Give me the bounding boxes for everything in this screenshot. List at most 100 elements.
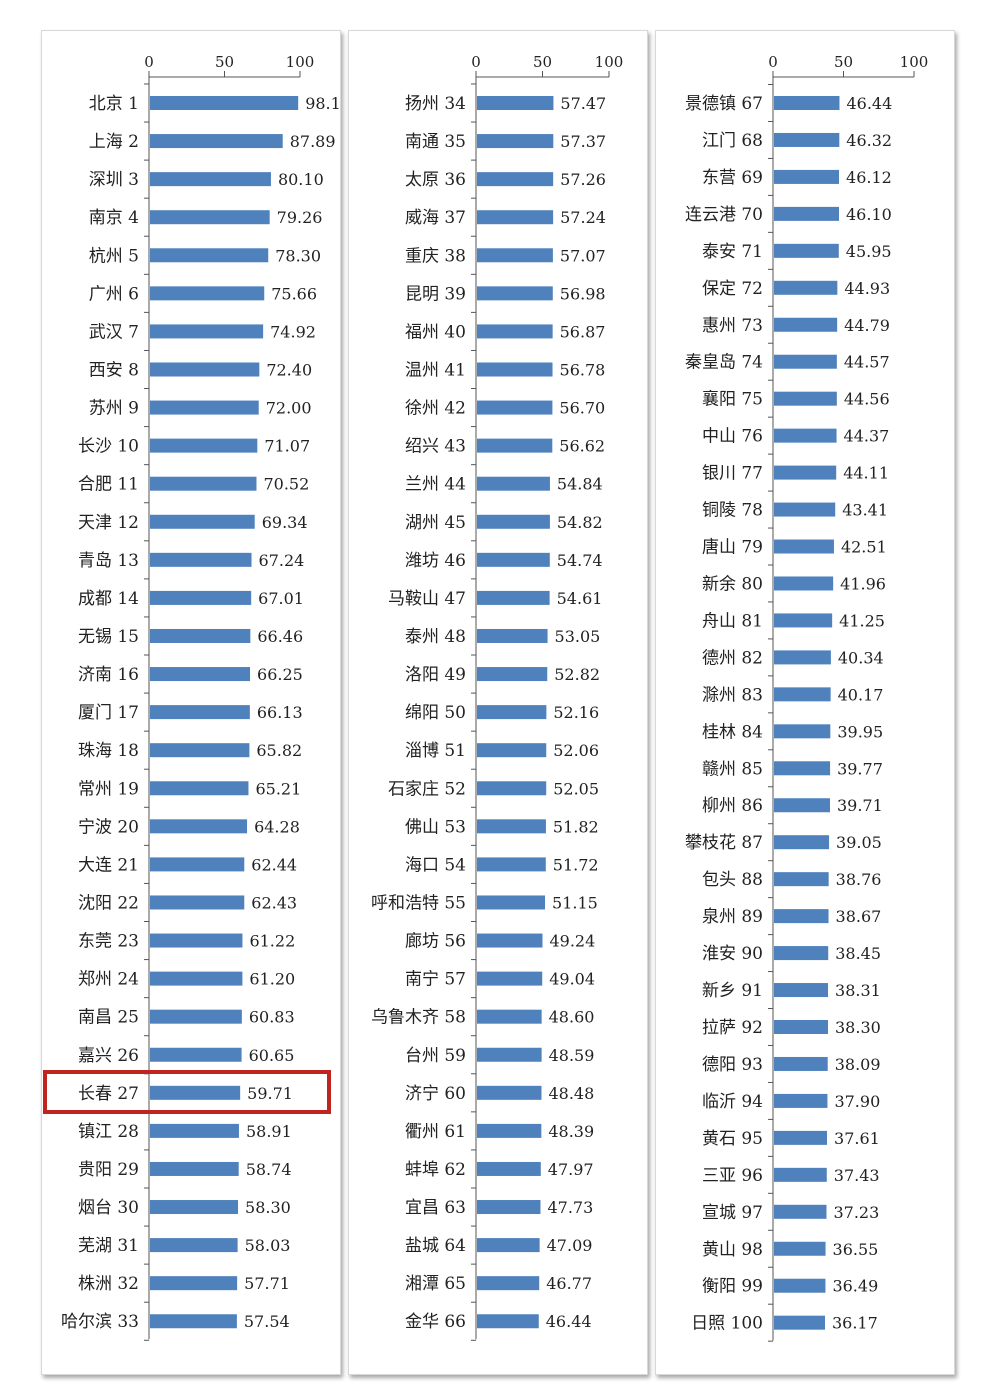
category-label: 宜昌 63 <box>405 1198 466 1218</box>
category-label: 拉萨 92 <box>702 1018 763 1038</box>
category-label: 宁波 20 <box>78 817 139 837</box>
category-label: 德州 82 <box>702 648 763 668</box>
bar <box>477 933 543 948</box>
value-label: 52.82 <box>554 665 600 684</box>
bar <box>477 819 546 834</box>
value-label: 36.55 <box>833 1240 879 1259</box>
bar <box>150 1314 237 1329</box>
bar <box>774 132 840 147</box>
value-label: 37.23 <box>833 1203 879 1222</box>
bar <box>477 857 546 872</box>
category-label: 滁州 83 <box>702 685 763 705</box>
bar <box>774 502 836 517</box>
value-label: 54.61 <box>557 589 603 608</box>
category-label: 珠海 18 <box>78 741 139 761</box>
bar <box>774 428 837 443</box>
category-label: 廊坊 56 <box>405 932 466 952</box>
category-label: 江门 68 <box>702 131 763 151</box>
value-label: 51.82 <box>553 817 599 836</box>
category-label: 包头 88 <box>702 870 763 890</box>
category-label: 佛山 53 <box>405 817 466 837</box>
category-label: 无锡 15 <box>78 627 139 647</box>
category-label: 泉州 89 <box>702 907 763 927</box>
category-label: 攀枝花 87 <box>685 833 763 853</box>
category-label: 威海 37 <box>405 208 466 228</box>
value-label: 58.91 <box>246 1122 292 1141</box>
value-label: 49.04 <box>549 970 595 989</box>
value-label: 52.05 <box>553 779 599 798</box>
bar <box>150 590 252 605</box>
category-label: 铜陵 78 <box>702 501 763 521</box>
value-label: 40.34 <box>838 648 884 667</box>
bar <box>150 438 258 453</box>
bar <box>477 134 554 149</box>
category-label: 武汉 7 <box>89 322 139 342</box>
bar <box>150 134 283 149</box>
bar <box>477 362 553 377</box>
bar <box>774 354 837 369</box>
bar <box>150 1047 242 1062</box>
value-label: 75.66 <box>271 284 317 303</box>
value-label: 39.05 <box>836 833 882 852</box>
x-tick-label: 0 <box>768 53 778 71</box>
bar <box>774 909 829 924</box>
bar <box>477 1047 542 1062</box>
value-label: 37.61 <box>834 1129 880 1148</box>
bar <box>477 1085 542 1100</box>
value-label: 44.37 <box>844 427 890 446</box>
bar <box>774 724 831 739</box>
category-label: 秦皇岛 74 <box>685 353 763 373</box>
value-label: 44.11 <box>843 464 889 483</box>
bar <box>477 514 550 529</box>
bar <box>150 248 269 263</box>
bar <box>150 1009 242 1024</box>
value-label: 62.43 <box>251 893 297 912</box>
value-label: 61.20 <box>249 970 295 989</box>
bar <box>150 552 252 567</box>
category-label: 乌鲁木齐 58 <box>371 1008 466 1028</box>
value-label: 48.39 <box>548 1122 594 1141</box>
x-tick-label: 50 <box>533 53 552 71</box>
bar <box>150 628 251 643</box>
bar <box>774 1241 826 1256</box>
bar <box>477 1314 539 1329</box>
category-label: 柳州 86 <box>702 796 763 816</box>
value-label: 48.60 <box>549 1008 595 1027</box>
category-label: 景德镇 67 <box>685 94 763 114</box>
category-label: 绍兴 43 <box>405 437 466 457</box>
value-label: 47.73 <box>547 1198 593 1217</box>
value-label: 51.72 <box>553 855 599 874</box>
value-label: 38.31 <box>835 981 881 1000</box>
bar <box>774 317 838 332</box>
bar <box>774 835 830 850</box>
bar <box>774 243 839 258</box>
category-label: 贵阳 29 <box>78 1160 139 1180</box>
category-label: 大连 21 <box>78 855 139 875</box>
value-label: 60.65 <box>249 1046 295 1065</box>
category-label: 西安 8 <box>89 360 139 380</box>
value-label: 40.17 <box>838 685 884 704</box>
category-label: 日照 100 <box>691 1314 763 1334</box>
category-label: 南昌 25 <box>78 1008 139 1028</box>
category-label: 青岛 13 <box>78 551 139 571</box>
value-label: 57.71 <box>244 1274 290 1293</box>
category-label: 洛阳 49 <box>405 665 466 685</box>
bar <box>774 1278 826 1293</box>
bar <box>477 781 547 796</box>
category-label: 济南 16 <box>78 665 139 685</box>
bar <box>477 172 554 187</box>
value-label: 67.24 <box>259 551 305 570</box>
value-label: 54.82 <box>557 513 603 532</box>
bar <box>774 613 833 628</box>
bar <box>477 210 554 225</box>
bar <box>477 667 548 682</box>
bar <box>477 895 546 910</box>
bar <box>774 539 834 554</box>
bar <box>774 465 837 480</box>
category-label: 哈尔滨 33 <box>61 1312 139 1332</box>
x-tick-label: 50 <box>215 53 234 71</box>
value-label: 87.89 <box>290 132 336 151</box>
bar <box>150 667 251 682</box>
value-label: 38.30 <box>835 1018 881 1037</box>
category-label: 株洲 32 <box>78 1274 139 1294</box>
